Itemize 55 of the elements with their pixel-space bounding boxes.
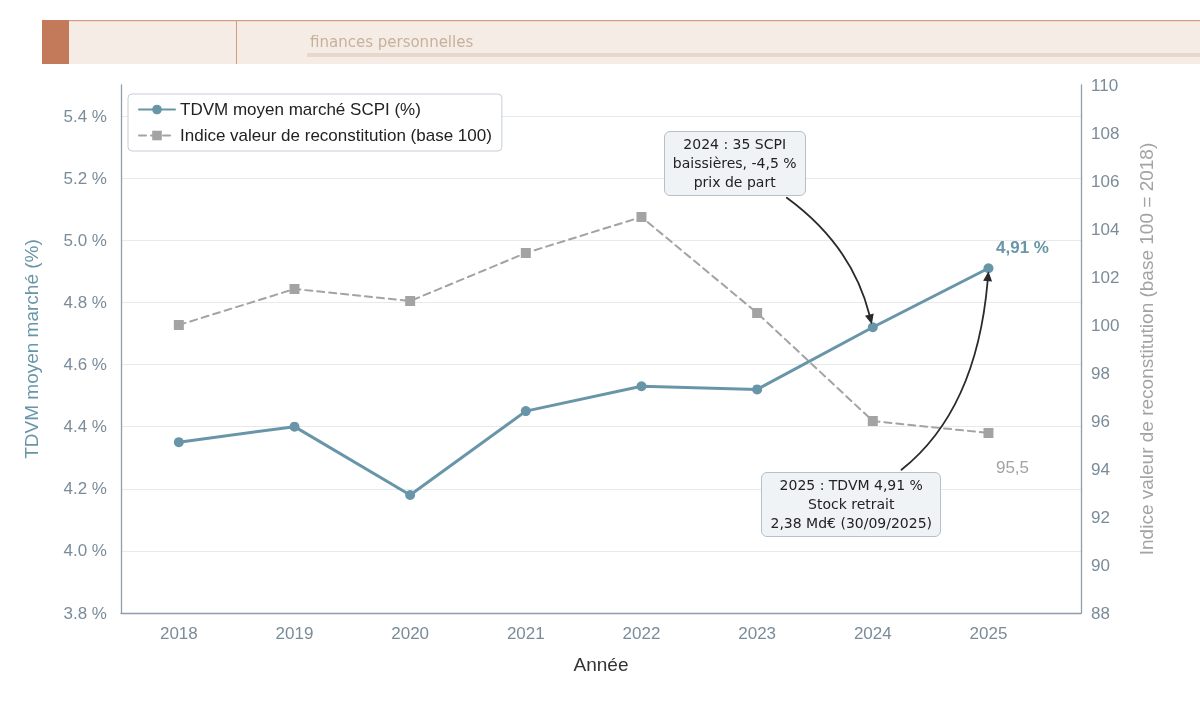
y-tick-label: 3.8 % (63, 603, 107, 623)
x-tick-label: 2021 (506, 624, 545, 643)
point (636, 212, 647, 222)
y-tick-label: 5.4 % (63, 106, 107, 126)
point (867, 322, 878, 333)
point (173, 320, 184, 330)
y2-axis-title: Indice valeur de reconstitution (base 100 = 2018) (1136, 142, 1157, 556)
y-tick-label: 4.8 % (63, 292, 107, 312)
point (752, 308, 763, 318)
legend-label: Indice valeur de reconstitution (base 100) (180, 126, 492, 145)
x-tick-label: 2022 (622, 624, 661, 643)
y-tick-label: 4.4 % (63, 417, 107, 437)
y2-tick-label: 92 (1091, 507, 1110, 527)
point (983, 428, 994, 438)
y2-tick-label: 110 (1091, 75, 1119, 95)
x-axis-title: Année (573, 654, 629, 675)
y2-tick-label: 104 (1091, 219, 1120, 239)
annotation: 2025 : TDVM 4,91 % Stock retrait 2,38 Md€ (30/09/2025) (761, 471, 942, 537)
x-tick-label: 2025 (969, 624, 1008, 643)
x-tick-label: 2024 (853, 624, 892, 643)
text: finances personnelles (310, 33, 474, 51)
data-label: 4,91 % (996, 238, 1049, 258)
point (289, 284, 300, 294)
annotation: 2024 : 35 SCPI baissières, -4,5 % prix de part (663, 130, 806, 196)
y-axis-title: TDVM moyen marché (%) (21, 239, 42, 459)
y-tick-label: 4.0 % (63, 541, 107, 561)
y2-tick-label: 106 (1091, 171, 1120, 191)
y2-tick-label: 96 (1091, 411, 1110, 431)
y-tick-label: 4.6 % (63, 355, 107, 375)
y2-tick-label: 88 (1091, 603, 1110, 623)
point (405, 489, 416, 500)
point (636, 381, 647, 392)
y2-tick-label: 90 (1091, 555, 1110, 575)
point (173, 437, 184, 448)
y2-tick-label: 108 (1091, 123, 1120, 143)
y-tick-label: 4.2 % (63, 479, 107, 499)
x-tick-label: 2019 (275, 624, 314, 643)
y2-tick-label: 94 (1091, 459, 1110, 479)
point (520, 406, 531, 417)
point (520, 248, 531, 258)
y2-tick-label: 100 (1091, 315, 1120, 335)
data-label: 95,5 (995, 458, 1030, 477)
point (867, 416, 878, 426)
y-tick-label: 5.0 % (63, 230, 107, 250)
y2-tick-label: 98 (1091, 363, 1110, 383)
point (983, 263, 994, 274)
point (289, 421, 300, 432)
legend-label: TDVM moyen marché SCPI (%) (180, 100, 421, 119)
point (752, 384, 763, 395)
x-tick-label: 2018 (159, 624, 198, 643)
x-tick-label: 2020 (391, 624, 430, 643)
y-tick-label: 5.2 % (63, 168, 107, 188)
point (405, 296, 416, 306)
x-tick-label: 2023 (738, 624, 777, 643)
y2-tick-label: 102 (1091, 267, 1120, 287)
